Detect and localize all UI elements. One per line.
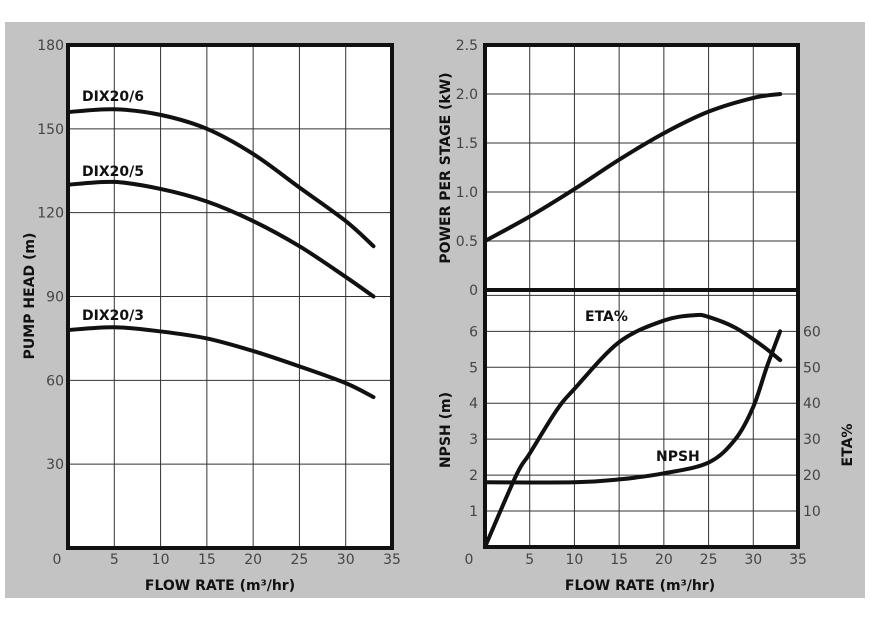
y-tick-label: 3	[469, 432, 478, 448]
y2-tick-label: 50	[803, 360, 821, 376]
series-label: ETA%	[585, 309, 628, 325]
head-curve-DIX20-3	[66, 325, 376, 400]
origin-label: 0	[53, 552, 62, 568]
x-tick-label: 5	[525, 552, 534, 568]
y-tick-label: 60	[46, 373, 64, 389]
y-tick-label: 6	[469, 324, 478, 340]
y-tick-label: 4	[469, 396, 478, 412]
y-tick-label: 2.5	[456, 38, 478, 54]
y-tick-label: 1	[469, 504, 478, 520]
series-label: DIX20/3	[82, 308, 144, 324]
y-tick-label: 0.5	[456, 234, 478, 250]
series-label: DIX20/5	[82, 164, 144, 180]
y-axis-label: POWER PER STAGE (kW)	[438, 72, 454, 263]
power-curve	[483, 92, 783, 243]
y2-axis-label: ETA%	[840, 424, 856, 467]
npsh-curve	[483, 329, 783, 485]
y-tick-label: 0	[469, 283, 478, 299]
y-tick-label: 30	[46, 457, 64, 473]
plot-area	[485, 45, 798, 290]
x-tick-label: 10	[566, 552, 584, 568]
eta-curve	[483, 312, 783, 549]
y2-tick-label: 10	[803, 504, 821, 520]
x-tick-label: 25	[291, 552, 309, 568]
x-axis-label: FLOW RATE (m³/hr)	[565, 578, 715, 594]
y-tick-label: 180	[37, 38, 64, 54]
head-curve-DIX20-6	[66, 107, 376, 249]
y-axis-label: NPSH (m)	[438, 392, 454, 468]
y2-tick-label: 40	[803, 396, 821, 412]
y-tick-label: 150	[37, 122, 64, 138]
x-tick-label: 30	[337, 552, 355, 568]
x-tick-label: 5	[110, 552, 119, 568]
x-tick-label: 30	[744, 552, 762, 568]
y-tick-label: 90	[46, 290, 64, 306]
x-tick-label: 15	[198, 552, 216, 568]
head-curve-DIX20-5	[66, 179, 376, 299]
y2-tick-label: 60	[803, 324, 821, 340]
x-tick-label: 35	[789, 552, 807, 568]
y2-tick-label: 20	[803, 468, 821, 484]
y2-tick-label: 30	[803, 432, 821, 448]
y-tick-label: 2	[469, 468, 478, 484]
y-tick-label: 5	[469, 360, 478, 376]
x-tick-label: 20	[655, 552, 673, 568]
series-label: DIX20/6	[82, 89, 144, 105]
x-tick-label: 10	[152, 552, 170, 568]
plot-border	[483, 288, 800, 549]
x-axis-label: FLOW RATE (m³/hr)	[145, 578, 295, 594]
x-tick-label: 20	[244, 552, 262, 568]
y-tick-label: 120	[37, 206, 64, 222]
origin-label: 0	[465, 552, 474, 568]
x-tick-label: 15	[610, 552, 628, 568]
y-tick-label: 1.5	[456, 136, 478, 152]
x-tick-label: 35	[383, 552, 401, 568]
y-axis-label: PUMP HEAD (m)	[22, 233, 38, 360]
y-tick-label: 2.0	[456, 87, 478, 103]
y-tick-label: 1.0	[456, 185, 478, 201]
x-tick-label: 25	[700, 552, 718, 568]
series-label: NPSH	[656, 449, 700, 465]
plot-border	[66, 43, 394, 550]
